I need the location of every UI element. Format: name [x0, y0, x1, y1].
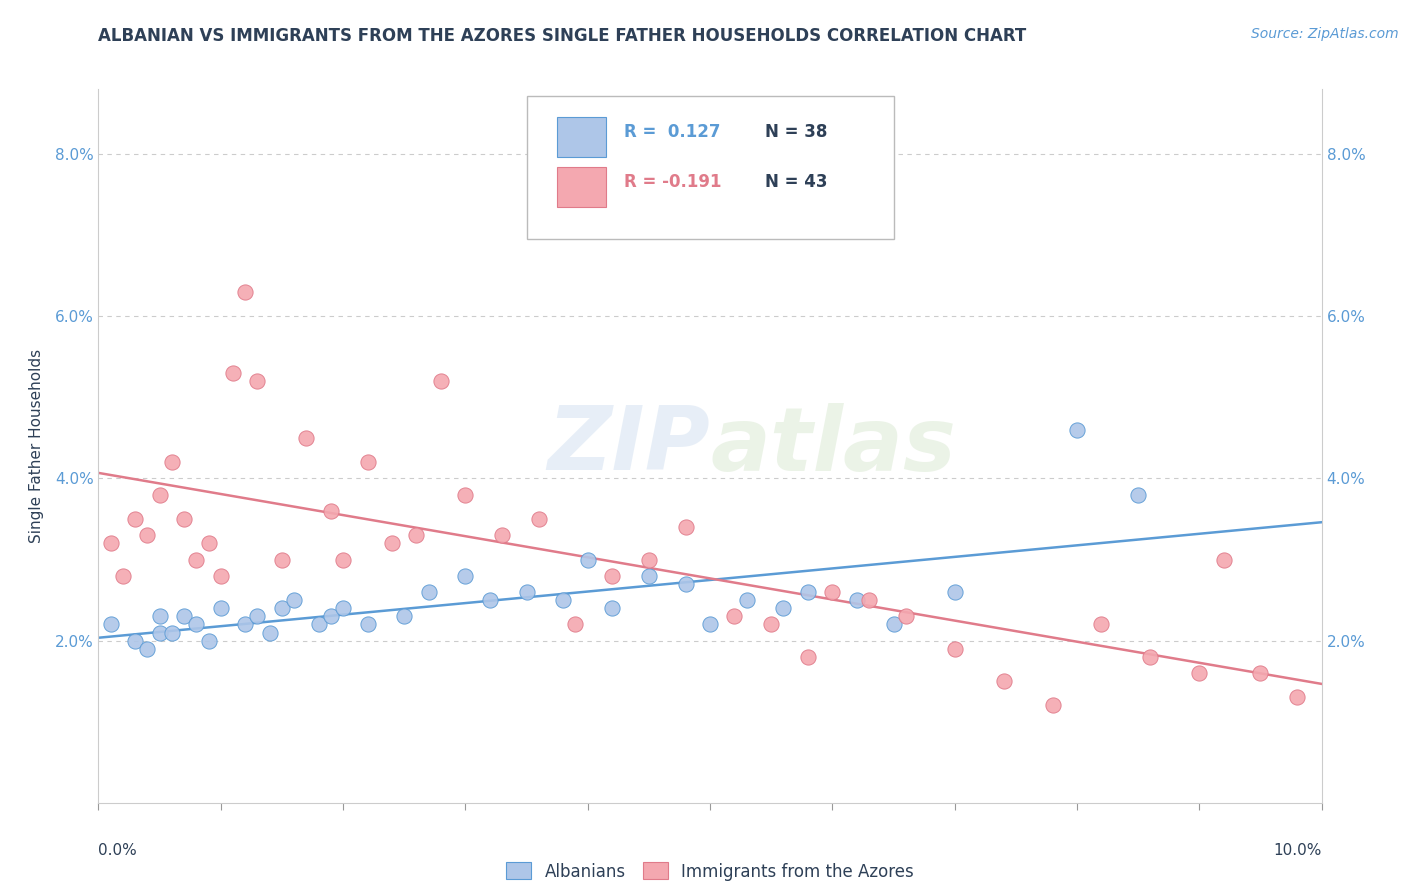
Text: R = -0.191: R = -0.191 — [624, 173, 721, 191]
Text: 0.0%: 0.0% — [98, 843, 138, 858]
Point — [136, 528, 159, 542]
Point — [1090, 617, 1112, 632]
Point — [772, 601, 794, 615]
Point — [1286, 690, 1309, 705]
Point — [149, 609, 172, 624]
Point — [149, 625, 172, 640]
Point — [883, 617, 905, 632]
Point — [381, 536, 404, 550]
Point — [454, 488, 477, 502]
Point — [1128, 488, 1150, 502]
Point — [197, 536, 219, 550]
Point — [173, 609, 195, 624]
Point — [319, 609, 342, 624]
Point — [392, 609, 416, 624]
Point — [209, 568, 232, 582]
Legend: Albanians, Immigrants from the Azores: Albanians, Immigrants from the Azores — [499, 855, 921, 888]
Point — [100, 536, 122, 550]
Point — [418, 585, 440, 599]
Point — [259, 625, 281, 640]
Point — [943, 641, 966, 656]
Point — [197, 633, 219, 648]
Point — [735, 593, 758, 607]
Text: N = 38: N = 38 — [765, 123, 828, 141]
Point — [858, 593, 880, 607]
Point — [1212, 552, 1234, 566]
Point — [845, 593, 868, 607]
FancyBboxPatch shape — [526, 96, 894, 239]
Point — [1188, 666, 1211, 681]
Point — [699, 617, 721, 632]
Point — [943, 585, 966, 599]
Point — [319, 504, 342, 518]
Point — [332, 552, 354, 566]
Point — [270, 552, 292, 566]
Point — [295, 431, 318, 445]
Point — [186, 552, 208, 566]
Point — [797, 649, 820, 664]
Point — [270, 601, 292, 615]
Text: N = 43: N = 43 — [765, 173, 828, 191]
Point — [1139, 649, 1161, 664]
Text: atlas: atlas — [710, 402, 956, 490]
Point — [675, 577, 697, 591]
Point — [759, 617, 782, 632]
Point — [222, 366, 245, 380]
Point — [124, 512, 146, 526]
Point — [1249, 666, 1271, 681]
Point — [405, 528, 427, 542]
Text: R =  0.127: R = 0.127 — [624, 123, 721, 141]
Point — [246, 374, 269, 388]
Point — [136, 641, 159, 656]
Point — [283, 593, 305, 607]
Point — [527, 512, 550, 526]
Point — [149, 488, 172, 502]
Point — [894, 609, 917, 624]
Point — [233, 285, 256, 299]
Point — [308, 617, 330, 632]
FancyBboxPatch shape — [557, 117, 606, 157]
Point — [454, 568, 477, 582]
Point — [173, 512, 195, 526]
Point — [723, 609, 745, 624]
Point — [637, 568, 661, 582]
Point — [356, 617, 378, 632]
Y-axis label: Single Father Households: Single Father Households — [28, 349, 44, 543]
Point — [160, 625, 183, 640]
Point — [553, 593, 575, 607]
Point — [100, 617, 122, 632]
Point — [576, 552, 599, 566]
Text: 10.0%: 10.0% — [1274, 843, 1322, 858]
Point — [675, 520, 697, 534]
Point — [430, 374, 453, 388]
Point — [160, 455, 183, 469]
Point — [1066, 423, 1088, 437]
Point — [821, 585, 844, 599]
Text: ALBANIAN VS IMMIGRANTS FROM THE AZORES SINGLE FATHER HOUSEHOLDS CORRELATION CHAR: ALBANIAN VS IMMIGRANTS FROM THE AZORES S… — [98, 27, 1026, 45]
FancyBboxPatch shape — [557, 167, 606, 207]
Point — [491, 528, 513, 542]
Point — [993, 674, 1015, 689]
Text: Source: ZipAtlas.com: Source: ZipAtlas.com — [1251, 27, 1399, 41]
Point — [356, 455, 378, 469]
Point — [516, 585, 538, 599]
Point — [246, 609, 269, 624]
Point — [233, 617, 256, 632]
Point — [124, 633, 146, 648]
Point — [1042, 698, 1064, 713]
Point — [600, 601, 623, 615]
Text: ZIP: ZIP — [547, 402, 710, 490]
Point — [797, 585, 820, 599]
Point — [209, 601, 232, 615]
Point — [600, 568, 623, 582]
Point — [564, 617, 586, 632]
Point — [478, 593, 501, 607]
Point — [186, 617, 208, 632]
Point — [637, 552, 661, 566]
Point — [332, 601, 354, 615]
Point — [111, 568, 134, 582]
